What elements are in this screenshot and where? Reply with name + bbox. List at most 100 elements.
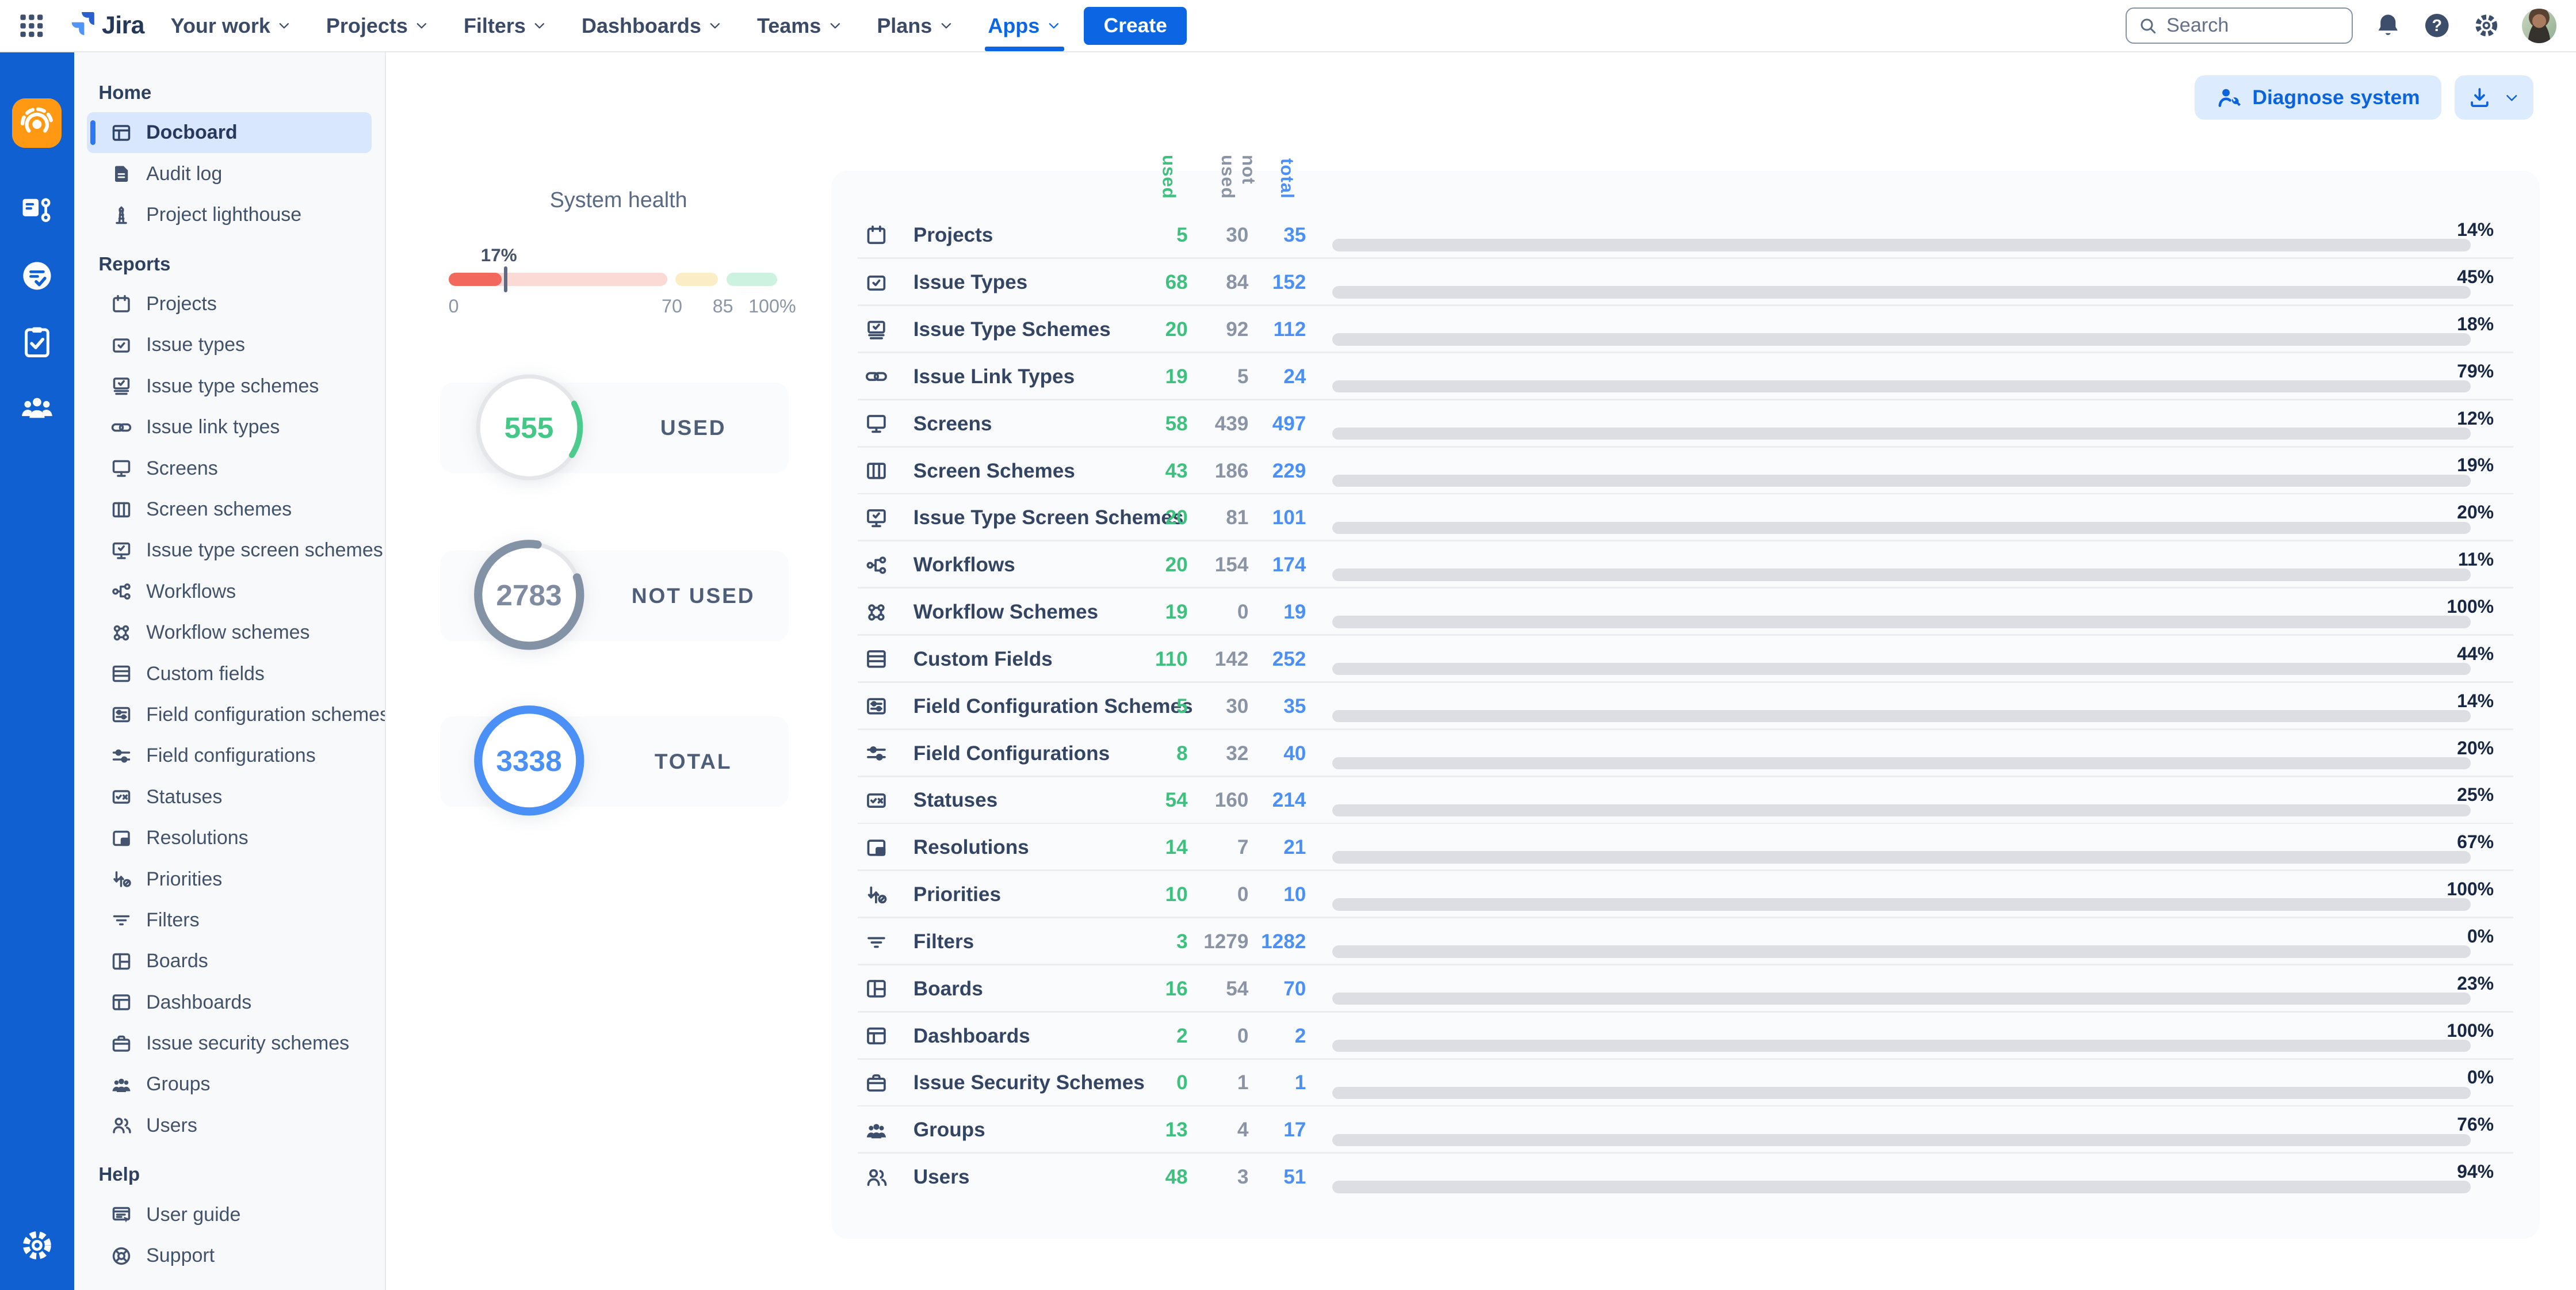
nav-item[interactable]: Dashboards <box>582 0 723 51</box>
row-not-used: 92 <box>1226 318 1249 341</box>
not-used-value: 2783 <box>496 578 562 612</box>
row-bar: 100% <box>1332 1013 2517 1060</box>
sidebar-item[interactable]: Issue type schemes <box>87 366 372 407</box>
bar-track <box>1332 898 2471 911</box>
monitor-check-icon <box>110 539 133 562</box>
app-team-icon[interactable] <box>19 390 55 426</box>
sidebar-item[interactable]: Issue security schemes <box>87 1023 372 1064</box>
diagnose-person-wrench-icon <box>2216 85 2241 110</box>
row-bar: 12% <box>1332 400 2517 448</box>
link-icon <box>110 416 133 439</box>
app-clipboard-icon[interactable] <box>19 324 55 360</box>
groups-icon <box>110 1073 133 1096</box>
sidebar-item[interactable]: Workflows <box>87 571 372 612</box>
table-row: Issue Link Types 19 5 24 79% <box>831 353 2540 400</box>
download-icon <box>2467 85 2492 110</box>
row-percent: 79% <box>2457 360 2494 381</box>
sidebar-item[interactable]: Issue type screen schemes <box>87 530 383 571</box>
nav-item[interactable]: Plans <box>877 0 953 51</box>
sidebar-item[interactable]: Statuses <box>87 777 372 818</box>
sidebar-item[interactable]: Field configuration schemes <box>87 694 385 735</box>
table-row: Screen Schemes 43 186 229 19% <box>831 448 2540 495</box>
sidebar-item[interactable]: Boards <box>87 941 372 982</box>
settings-gear-icon[interactable] <box>2472 12 2501 40</box>
search-box[interactable] <box>2126 7 2353 44</box>
sidebar-item[interactable]: Groups <box>87 1064 372 1105</box>
nav-item[interactable]: Projects <box>326 0 429 51</box>
sidebar-item[interactable]: Audit log <box>87 153 372 194</box>
sidebar-item[interactable]: Screens <box>87 448 372 488</box>
row-not-used: 5 <box>1237 365 1249 388</box>
row-not-used: 439 <box>1214 412 1249 435</box>
row-label: Dashboards <box>913 1024 1030 1047</box>
bar-track <box>1332 333 2471 346</box>
resolution-icon <box>864 835 889 860</box>
nav-item[interactable]: Filters <box>464 0 547 51</box>
row-used: 5 <box>1176 224 1188 247</box>
notifications-bell-icon[interactable] <box>2374 12 2402 40</box>
sidebar-item[interactable]: Users <box>87 1105 372 1146</box>
app-switcher-icon[interactable] <box>17 11 46 40</box>
bar-track <box>1332 474 2471 487</box>
resolution-icon <box>110 827 133 850</box>
chevron-down-icon <box>414 18 429 33</box>
bar-track <box>1332 1133 2471 1146</box>
user-avatar[interactable] <box>2521 8 2556 43</box>
row-not-used: 54 <box>1226 977 1249 1000</box>
help-icon[interactable]: ? <box>2423 12 2451 40</box>
row-bar: 44% <box>1332 636 2517 683</box>
row-percent: 12% <box>2457 407 2494 429</box>
nav-item[interactable]: Apps <box>984 0 1065 52</box>
download-split-button[interactable] <box>2454 75 2533 120</box>
row-bar: 45% <box>1332 259 2517 306</box>
search-input[interactable] <box>2166 14 2340 37</box>
sliders-icon <box>864 741 889 766</box>
sidebar-item[interactable]: Support <box>87 1235 372 1276</box>
sidebar-item[interactable]: Resolutions <box>87 818 372 858</box>
app-workflow-doc-icon[interactable] <box>19 192 55 228</box>
rail-settings-gear-icon[interactable] <box>19 1227 55 1264</box>
briefcase-icon <box>864 1071 889 1096</box>
table-row: Workflow Schemes 19 0 19 100% <box>831 589 2540 636</box>
diagnose-system-button[interactable]: Diagnose system <box>2195 75 2441 120</box>
sidebar-item[interactable]: Field configurations <box>87 735 372 776</box>
chevron-down-icon <box>532 18 547 33</box>
row-used: 54 <box>1165 789 1188 812</box>
table-row: Field Configurations 8 32 40 20% <box>831 730 2540 777</box>
row-label: Field Configurations <box>913 742 1110 765</box>
stack-check-icon <box>864 318 889 342</box>
table-row: Projects 5 30 35 14% <box>831 212 2540 259</box>
sidebar-item[interactable]: Project lighthouse <box>87 194 372 235</box>
row-not-used: 0 <box>1237 601 1249 624</box>
sidebar-item[interactable]: Dashboards <box>87 982 372 1023</box>
row-not-used: 81 <box>1226 506 1249 529</box>
app-docboard-icon[interactable] <box>12 98 62 148</box>
bar-track <box>1332 709 2471 723</box>
sidebar-item[interactable]: Priorities <box>87 858 372 899</box>
nav-item[interactable]: Teams <box>757 0 842 51</box>
row-used: 20 <box>1165 506 1188 529</box>
row-total: 112 <box>1273 318 1306 341</box>
nav-item[interactable]: Your work <box>171 0 292 51</box>
row-total: 21 <box>1283 836 1306 859</box>
row-not-used: 142 <box>1214 647 1249 670</box>
app-checklist-icon[interactable] <box>19 258 55 294</box>
sidebar-item[interactable]: Screen schemes <box>87 489 372 530</box>
row-used: 43 <box>1165 459 1188 482</box>
sidebar-item[interactable]: Workflow schemes <box>87 612 372 653</box>
dashboard-icon <box>110 121 133 144</box>
stat-card-used: 555 USED <box>440 373 789 482</box>
sidebar-item[interactable]: Filters <box>87 900 372 941</box>
sidebar-item[interactable]: User guide <box>87 1194 372 1235</box>
bar-track <box>1332 1039 2471 1052</box>
sidebar-item[interactable]: Docboard <box>87 112 372 154</box>
create-button[interactable]: Create <box>1084 6 1187 45</box>
sidebar-item[interactable]: Issue link types <box>87 407 372 448</box>
row-total: 40 <box>1283 742 1306 765</box>
sidebar-item[interactable]: Issue types <box>87 325 372 365</box>
row-total: 70 <box>1283 977 1306 1000</box>
jira-logo[interactable]: Jira <box>62 9 145 43</box>
sidebar-item[interactable]: Custom fields <box>87 653 372 694</box>
priority-icon <box>864 883 889 907</box>
sidebar-item[interactable]: Projects <box>87 284 372 325</box>
